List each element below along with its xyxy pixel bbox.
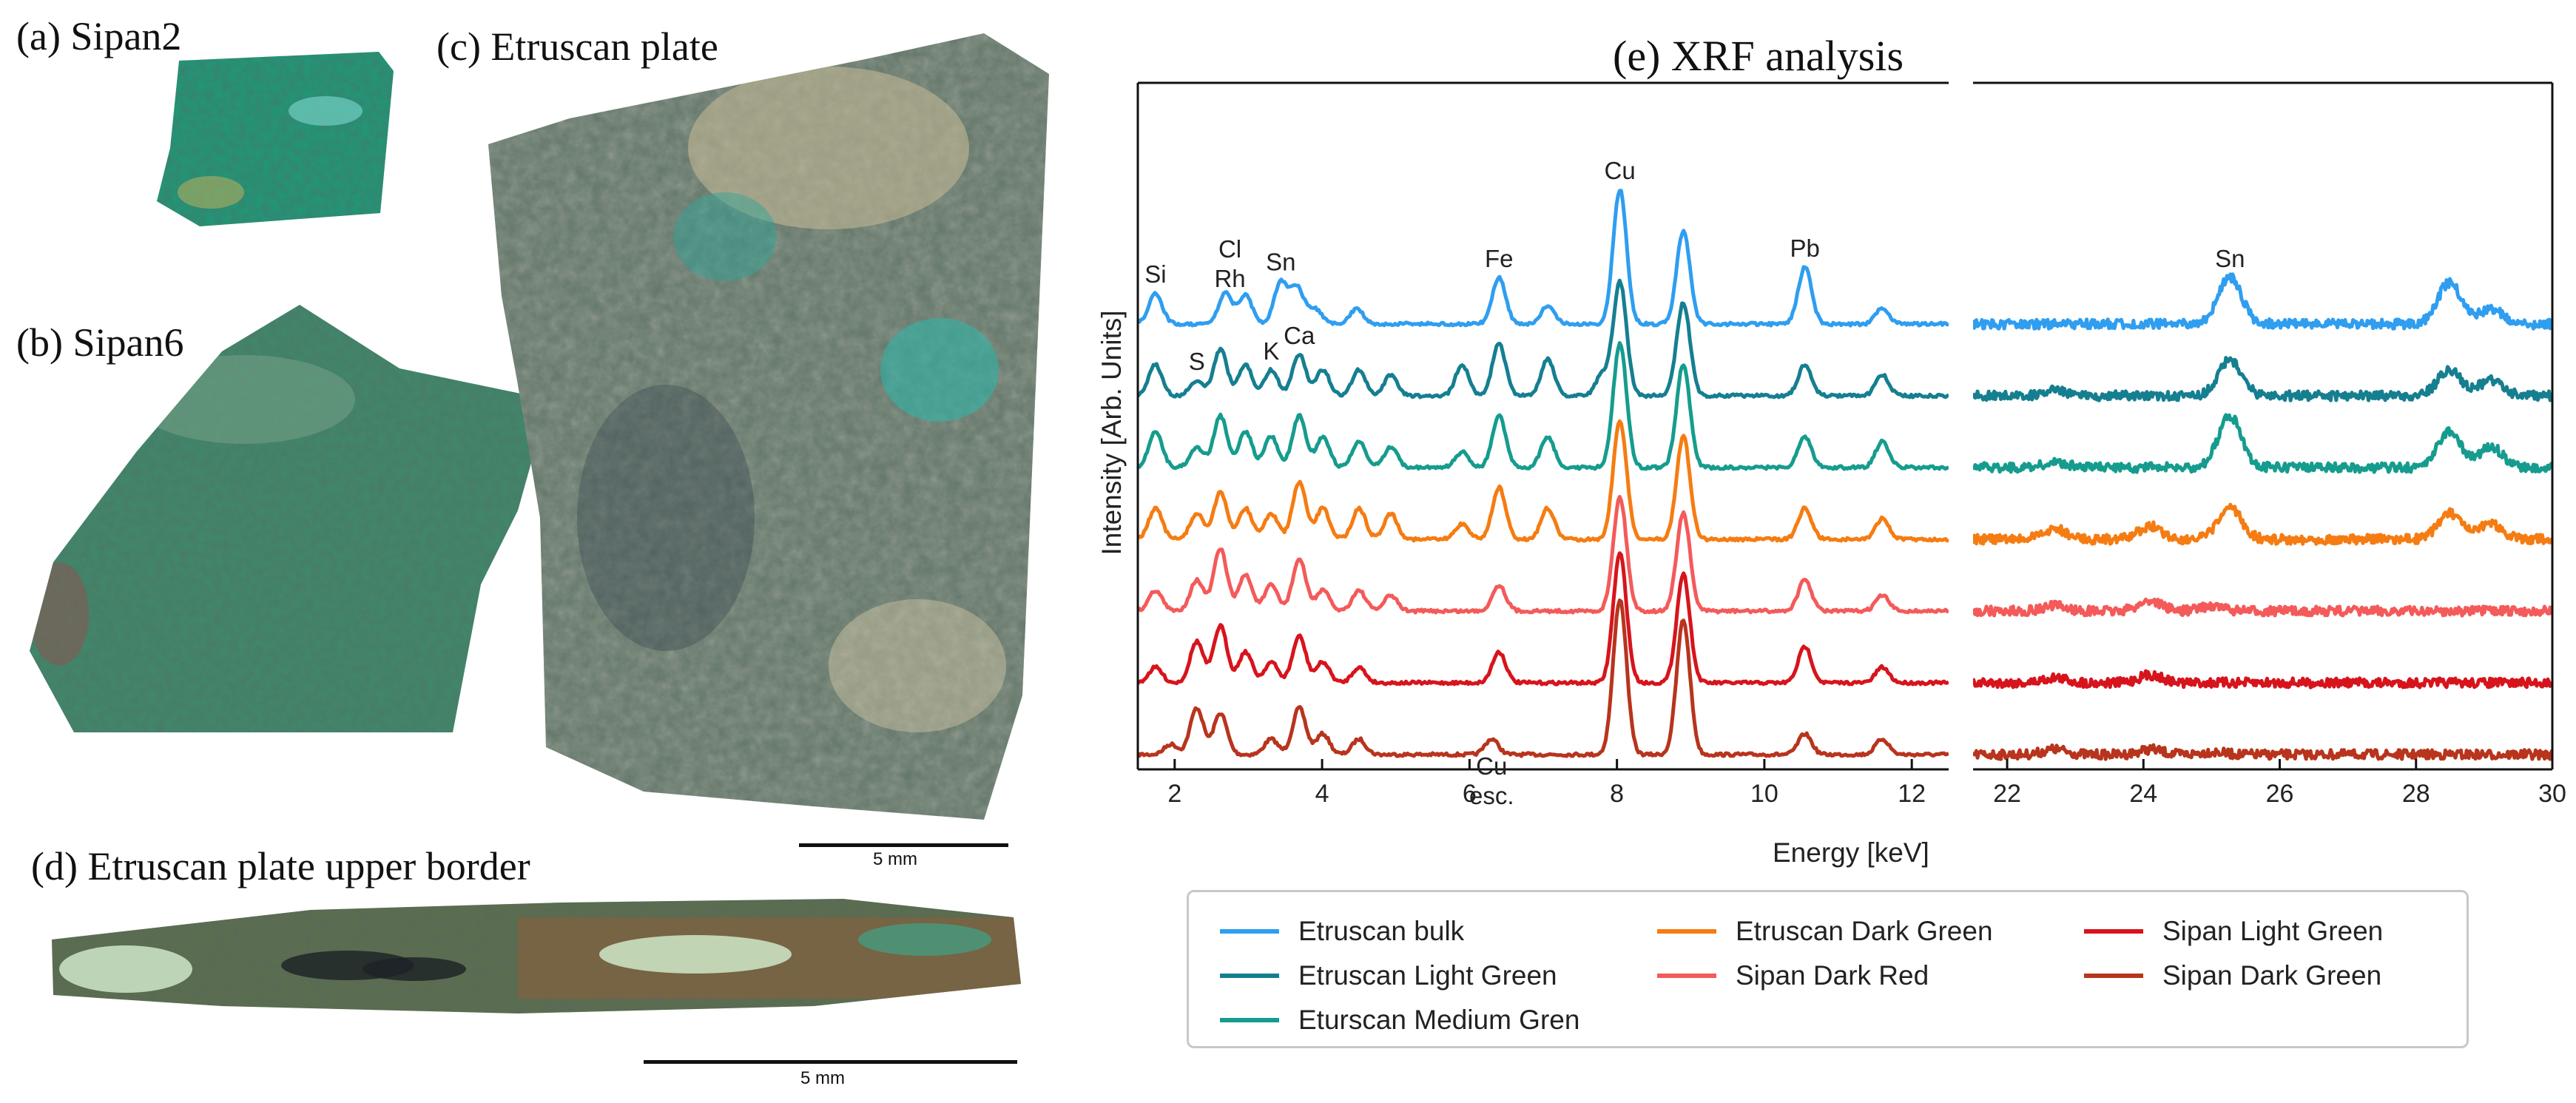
- legend-label: Sipan Dark Red: [1736, 960, 1929, 991]
- sample-c-photo: [488, 33, 1049, 820]
- legend-item: Sipan Dark Red: [1657, 960, 1929, 991]
- peak-annotation: Cl: [1218, 235, 1241, 263]
- y-axis-label: Intensity [Arb. Units]: [1096, 310, 1127, 556]
- panel-b-label: (b) Sipan6: [16, 320, 184, 365]
- series-line-sipan-dark-green-low-energy: [1138, 598, 1949, 758]
- peak-annotation: S: [1189, 348, 1205, 375]
- legend-label: Etruscan Light Green: [1298, 960, 1557, 991]
- peak-annotation: Sn: [1266, 249, 1295, 276]
- scalebar-d: [644, 1060, 1017, 1064]
- legend-label: Eturscan Medium Gren: [1298, 1005, 1580, 1035]
- chart-legend: Etruscan bulk Etruscan Light Green Eturs…: [1187, 890, 2469, 1048]
- series-line-sipan-dark-red-low-energy: [1138, 495, 1949, 615]
- series-line-etruscan-dark-green-low-energy: [1138, 419, 1949, 543]
- scalebar-d-label: 5 mm: [800, 1068, 845, 1088]
- legend-swatch: [2084, 929, 2143, 934]
- x-tick-label: 22: [1993, 780, 2021, 808]
- legend-swatch: [1220, 929, 1279, 934]
- legend-swatch: [2084, 974, 2143, 978]
- x-tick-label: 8: [1610, 780, 1624, 808]
- scalebar-c: [799, 843, 1008, 847]
- series-line-eturscan-medium-gren-high-energy: [1973, 413, 2552, 474]
- peak-annotation: K: [1263, 337, 1279, 365]
- legend-label: Sipan Light Green: [2162, 916, 2384, 946]
- legend-item: Etruscan Dark Green: [1657, 916, 1993, 946]
- x-tick-label: 30: [2538, 780, 2566, 808]
- x-tick-label: 10: [1750, 780, 1778, 808]
- legend-item: Sipan Dark Green: [2084, 960, 2382, 991]
- series-line-etruscan-light-green-low-energy: [1138, 278, 1949, 399]
- series-line-sipan-dark-green-high-energy: [1973, 743, 2552, 761]
- x-axis-label: Energy [keV]: [1773, 837, 1929, 868]
- x-tick-label: 2: [1167, 780, 1181, 808]
- series-line-sipan-light-green-low-energy: [1138, 551, 1949, 687]
- legend-swatch: [1657, 974, 1716, 978]
- series-line-sipan-light-green-high-energy: [1973, 669, 2552, 689]
- sample-a-photo: [157, 52, 394, 226]
- legend-label: Etruscan Dark Green: [1736, 916, 1993, 946]
- peak-annotation: Sn: [2215, 245, 2245, 272]
- peak-annotation: Rh: [1214, 265, 1245, 292]
- legend-item: Etruscan Light Green: [1220, 960, 1557, 991]
- panel-c-label: (c) Etruscan plate: [436, 24, 718, 69]
- x-tick-label: 24: [2129, 780, 2157, 808]
- legend-label: Sipan Dark Green: [2162, 960, 2382, 991]
- peak-annotation: Ca: [1284, 322, 1315, 349]
- x-tick-label: 26: [2266, 780, 2294, 808]
- panel-a-label: (a) Sipan2: [16, 14, 182, 58]
- series-line-etruscan-bulk-high-energy: [1973, 272, 2552, 331]
- x-tick-label: 28: [2402, 780, 2430, 808]
- x-tick-label: 4: [1315, 780, 1329, 808]
- series-line-sipan-dark-red-high-energy: [1973, 597, 2552, 618]
- legend-swatch: [1220, 1018, 1279, 1022]
- x-tick-label: 12: [1898, 780, 1926, 808]
- peak-annotation: Pb: [1790, 235, 1820, 262]
- peak-annotation: Si: [1144, 260, 1166, 288]
- series-line-etruscan-light-green-high-energy: [1973, 356, 2552, 402]
- series-line-etruscan-dark-green-high-energy: [1973, 502, 2552, 546]
- legend-swatch: [1657, 929, 1716, 934]
- legend-swatch: [1220, 974, 1279, 978]
- peak-annotation: esc.: [1469, 782, 1514, 809]
- panel-d-label: (d) Etruscan plate upper border: [31, 844, 530, 888]
- peak-annotation: Cu: [1605, 157, 1636, 184]
- series-line-etruscan-bulk-low-energy: [1138, 189, 1949, 328]
- x-tick-label: 6: [1463, 780, 1477, 808]
- peak-annotation: Fe: [1485, 245, 1514, 272]
- peak-annotation: Cu: [1476, 752, 1507, 780]
- legend-item: Etruscan bulk: [1220, 916, 1465, 946]
- chart-title: (e) XRF analysis: [1613, 32, 1904, 80]
- scalebar-c-label: 5 mm: [873, 849, 917, 869]
- series-line-eturscan-medium-gren-low-energy: [1138, 341, 1949, 471]
- legend-label: Etruscan bulk: [1298, 916, 1465, 946]
- legend-item: Sipan Light Green: [2084, 916, 2384, 946]
- legend-item: Eturscan Medium Gren: [1220, 1005, 1579, 1035]
